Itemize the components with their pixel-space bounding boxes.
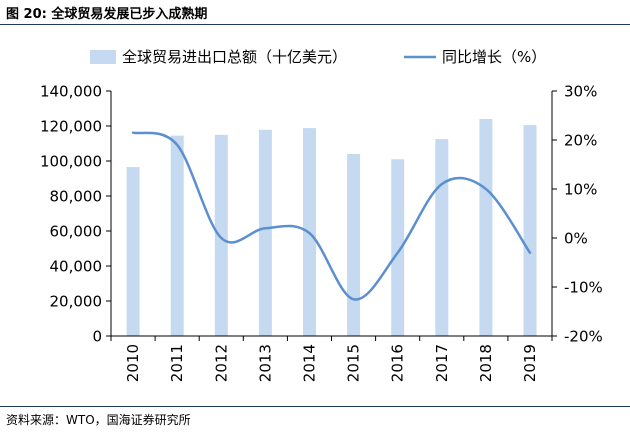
chart-legend: 全球贸易进出口总额（十亿美元） 同比增长（%） [90,48,546,66]
bar-2015 [347,154,361,336]
left-tick-label: 20,000 [50,293,103,311]
yoy-growth-line [131,131,532,301]
combo-chart: 全球贸易进出口总额（十亿美元） 同比增长（%） 0 20,000 40,000 60,… [40,48,603,382]
figure-title: 图 20: 全球贸易发展已步入成熟期 [6,7,208,22]
source-note: 资料来源：WTO，国海证券研究所 [6,413,191,427]
x-tick-label: 2013 [256,344,274,382]
x-tick-label: 2018 [477,344,495,382]
bar-2011 [170,135,184,336]
bar-2012 [214,134,228,337]
left-tick-label: 120,000 [40,118,102,136]
x-axis-ticks: 2010 2011 2012 2013 2014 2015 2016 2017 2018 2019 [110,336,553,382]
x-tick-label: 2015 [345,344,363,382]
right-tick-label: -20% [564,328,603,346]
left-tick-label: 100,000 [40,153,102,171]
bar-2019 [523,125,537,336]
left-axis-ticks: 0 20,000 40,000 60,000 80,000 100,000 120,000 1… [40,83,111,346]
legend-swatch-trade-total [90,50,116,64]
x-tick-label: 2010 [124,344,142,382]
x-tick-label: 2012 [212,344,230,382]
legend-label-trade-total: 全球贸易进出口总额（十亿美元） [122,48,347,66]
bar-2017 [435,139,449,336]
right-tick-label: 0% [564,230,588,248]
bar-2018 [479,119,493,336]
bar-2013 [258,129,272,336]
left-tick-label: 60,000 [50,223,103,241]
left-tick-label: 0 [92,328,102,346]
right-tick-label: 20% [564,132,597,150]
left-tick-label: 40,000 [50,258,103,276]
right-axis-ticks: -20% -10% 0% 10% 20% 30% [552,83,603,346]
title-rule [0,24,630,25]
legend-label-yoy-growth: 同比增长（%） [442,48,546,66]
left-tick-label: 140,000 [40,83,102,101]
bar-2016 [391,159,405,337]
bar-2010 [126,167,140,336]
x-tick-label: 2014 [300,344,318,382]
right-tick-label: -10% [564,279,603,297]
x-tick-label: 2019 [521,344,539,382]
source-rule [0,406,630,407]
x-tick-label: 2016 [389,344,407,382]
right-tick-label: 30% [564,83,597,101]
left-tick-label: 80,000 [50,188,103,206]
x-tick-label: 2011 [168,344,186,382]
right-tick-label: 10% [564,181,597,199]
bar-series [126,119,537,337]
x-tick-label: 2017 [433,344,451,382]
